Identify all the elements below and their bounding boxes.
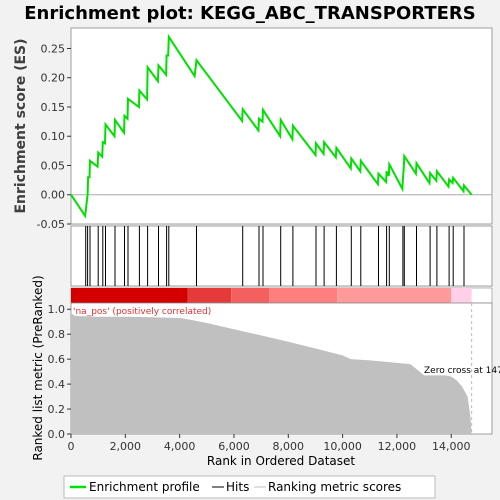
legend-box [63, 475, 436, 499]
legend-label-enrichment: Enrichment profile [89, 480, 200, 494]
legend: Enrichment profile Hits Ranking metric s… [63, 475, 436, 499]
es-y-tick-label: -0.05 [37, 218, 65, 231]
metric-y-tick-label: 1.0 [48, 303, 66, 316]
heatmap-segment [337, 288, 452, 303]
es-y-tick-label: 0.15 [41, 101, 66, 114]
heatmap-segment [451, 288, 472, 303]
metric-y-axis-label: Ranked list metric (PreRanked) [31, 275, 45, 460]
heatmap-segment [187, 288, 232, 303]
x-tick-label: 8,000 [273, 440, 305, 453]
es-panel: -0.05 0.00 0.05 0.10 0.15 0.20 0.25 Enrichment… [13, 27, 493, 231]
x-tick-label: 10,000 [323, 440, 362, 453]
x-tick-label: 4,000 [164, 440, 196, 453]
metric-y-tick-label: 0.8 [48, 328, 66, 341]
es-y-axis-label: Enrichment score (ES) [13, 38, 29, 213]
hits-plot-area [70, 225, 493, 287]
hits-ticks [85, 226, 465, 286]
metric-y-tick-label: 0.2 [48, 403, 66, 416]
es-y-tick-label: 0.25 [41, 42, 66, 55]
metric-panel: 'na_pos' (positively correlated) Zero cr… [31, 275, 500, 468]
x-axis: 0 2,000 4,000 6,000 8,000 10,000 12,000 14,000 [68, 434, 471, 453]
chart-title: Enrichment plot: KEGG_ABC_TRANSPORTERS [24, 3, 475, 24]
es-y-tick-label: 0.05 [41, 159, 66, 172]
zero-cross-label: Zero cross at 14750 [424, 366, 500, 376]
heatmap-segments [71, 288, 472, 303]
legend-label-hits: Hits [226, 480, 249, 494]
heatmap-segment [71, 288, 188, 303]
heatmap-segment [231, 288, 270, 303]
ranking-metric-area [71, 309, 472, 434]
legend-label-metric: Ranking metric scores [268, 480, 401, 494]
x-tick-label: 14,000 [432, 440, 471, 453]
hits-panel [70, 225, 493, 287]
heatmap-segment [269, 288, 338, 303]
x-tick-label: 2,000 [110, 440, 142, 453]
x-tick-label: 12,000 [378, 440, 417, 453]
metric-y-tick-label: 0.0 [48, 428, 66, 441]
es-y-axis: -0.05 0.00 0.05 0.10 0.15 0.20 0.25 [37, 42, 71, 231]
enrichment-profile-line [70, 33, 473, 219]
metric-y-tick-label: 0.4 [48, 378, 66, 391]
rank-heatmap [70, 287, 493, 304]
x-tick-label: 6,000 [218, 440, 250, 453]
x-tick-label: 0 [68, 440, 75, 453]
es-y-tick-label: 0.00 [41, 189, 66, 202]
metric-y-tick-label: 0.6 [48, 353, 66, 366]
es-y-tick-label: 0.20 [41, 72, 66, 85]
positively-correlated-label: 'na_pos' (positively correlated) [73, 307, 211, 317]
es-plot-area [70, 27, 493, 225]
es-y-tick-label: 0.10 [41, 130, 66, 143]
x-axis-label: Rank in Ordered Dataset [207, 454, 355, 468]
metric-y-axis: 0.0 0.2 0.4 0.6 0.8 1.0 [48, 303, 71, 441]
